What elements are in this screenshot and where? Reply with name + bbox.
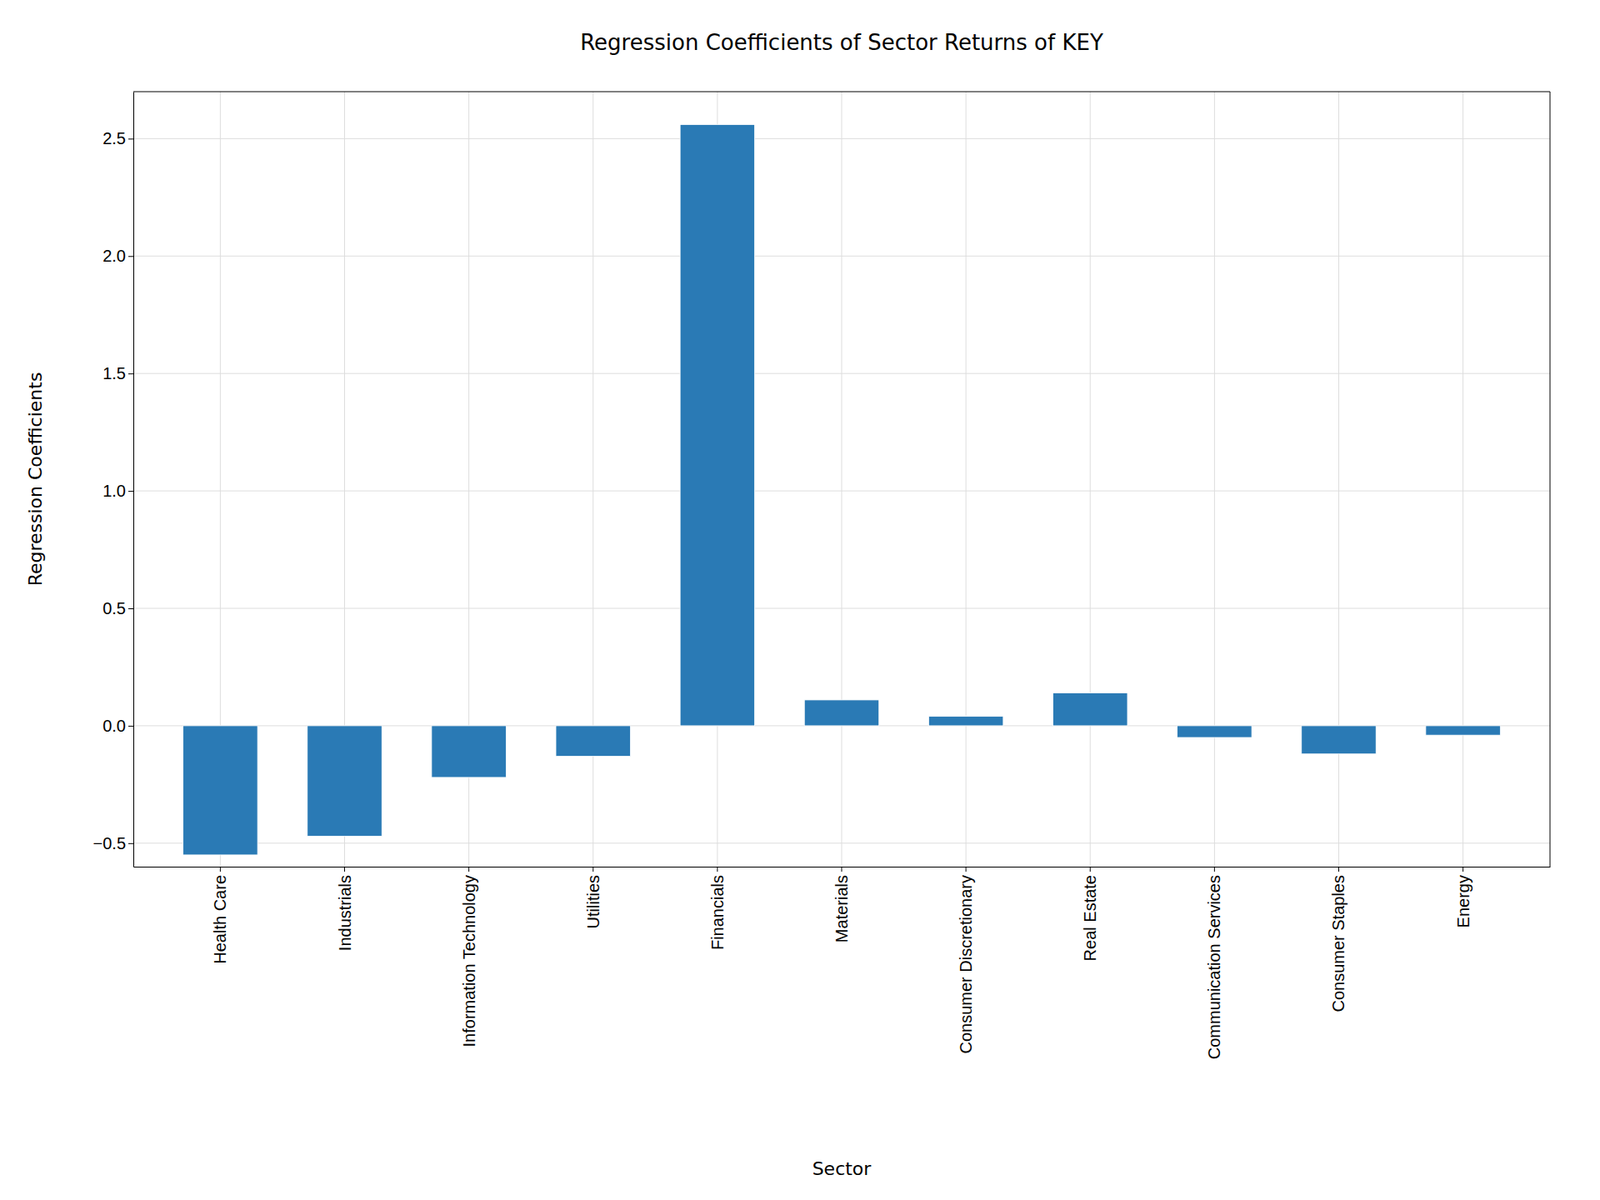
bar [555,725,630,757]
plot: −0.5 0.0 0.5 1.0 1.5 2.0 2.5 Health Care Industr… [93,91,1551,1060]
grid [133,91,1550,867]
tick-label: 1.5 [102,364,126,383]
tick: 2.0 [102,246,134,265]
grid-line [1090,91,1091,867]
tick-label: Consumer Discretionary [956,875,975,1055]
tick-mark [128,138,134,140]
grid-line [1214,91,1215,867]
tick-label: Utilities [584,875,603,929]
bar [307,725,382,836]
tick-label: 1.0 [102,481,126,500]
tick: Real Estate [1080,866,1100,961]
tick-label: Industrials [335,875,355,951]
tick-label: Information Technology [460,875,479,1047]
grid-line [841,91,843,867]
tick-label: Communication Services [1205,875,1224,1060]
tick: Industrials [335,866,355,951]
tick-mark [344,866,345,872]
tick-label: 2.0 [102,246,126,265]
bar [1177,725,1252,738]
tick: 0.5 [102,599,134,618]
tick: Consumer Discretionary [956,866,975,1055]
tick-label: Materials [832,875,851,943]
grid-line [1462,91,1464,867]
tick-label: Consumer Staples [1329,875,1348,1013]
tick: Communication Services [1205,866,1224,1060]
bar [1425,725,1500,735]
frame-line [133,91,1550,93]
tick: Financials [708,866,727,950]
tick-label: Energy [1454,875,1473,928]
tick: Information Technology [460,866,479,1047]
tick: Energy [1454,866,1473,928]
tick-label: 0.0 [102,716,126,735]
tick-mark [468,866,470,872]
tick-label: 0.5 [102,599,126,618]
tick-mark [1338,866,1340,872]
tick-label: Financials [708,875,727,950]
frame-line [1550,91,1551,867]
tick-mark [1214,866,1215,872]
tick: Health Care [210,866,230,965]
tick-mark [128,490,134,492]
tick-mark [128,373,134,375]
tick: 0.0 [102,716,134,735]
tick: Utilities [584,866,603,929]
tick: 1.0 [102,481,134,500]
bar [183,725,258,855]
grid-line [965,91,967,867]
x-axis: Health Care Industrials Information Techno… [134,866,1551,1060]
tick-label: Health Care [210,875,230,965]
tick-mark [128,608,134,610]
tick: −0.5 [93,834,134,853]
tick-mark [841,866,843,872]
bars [183,124,1501,855]
tick-mark [1462,866,1464,872]
tick: Consumer Staples [1329,866,1348,1013]
bar [1301,725,1376,755]
tick-mark [128,255,134,257]
tick-mark [1090,866,1091,872]
y-label: Regression Coefficients [25,372,46,587]
tick-mark [965,866,967,872]
tick: Materials [832,866,851,943]
tick-mark [128,843,134,845]
bar [804,700,879,726]
tick-label: −0.5 [93,834,126,853]
bar [1053,692,1128,725]
tick-mark [220,866,221,872]
chart: −0.5 0.0 0.5 1.0 1.5 2.0 2.5 Health Care Industr… [0,0,1600,1200]
tick-mark [716,866,718,872]
tick: 1.5 [102,364,134,383]
x-label: Sector [812,1158,873,1180]
y-axis: −0.5 0.0 0.5 1.0 1.5 2.0 2.5 [93,92,135,868]
axis-line [133,92,135,868]
title: Regression Coefficients of Sector Return… [580,30,1104,55]
bar [928,716,1003,726]
bar [431,725,506,778]
tick: 2.5 [102,129,134,148]
tick-label: 2.5 [102,129,126,148]
tick-mark [592,866,594,872]
tick-label: Real Estate [1080,875,1100,961]
tick-mark [128,725,134,727]
bar [680,124,755,725]
